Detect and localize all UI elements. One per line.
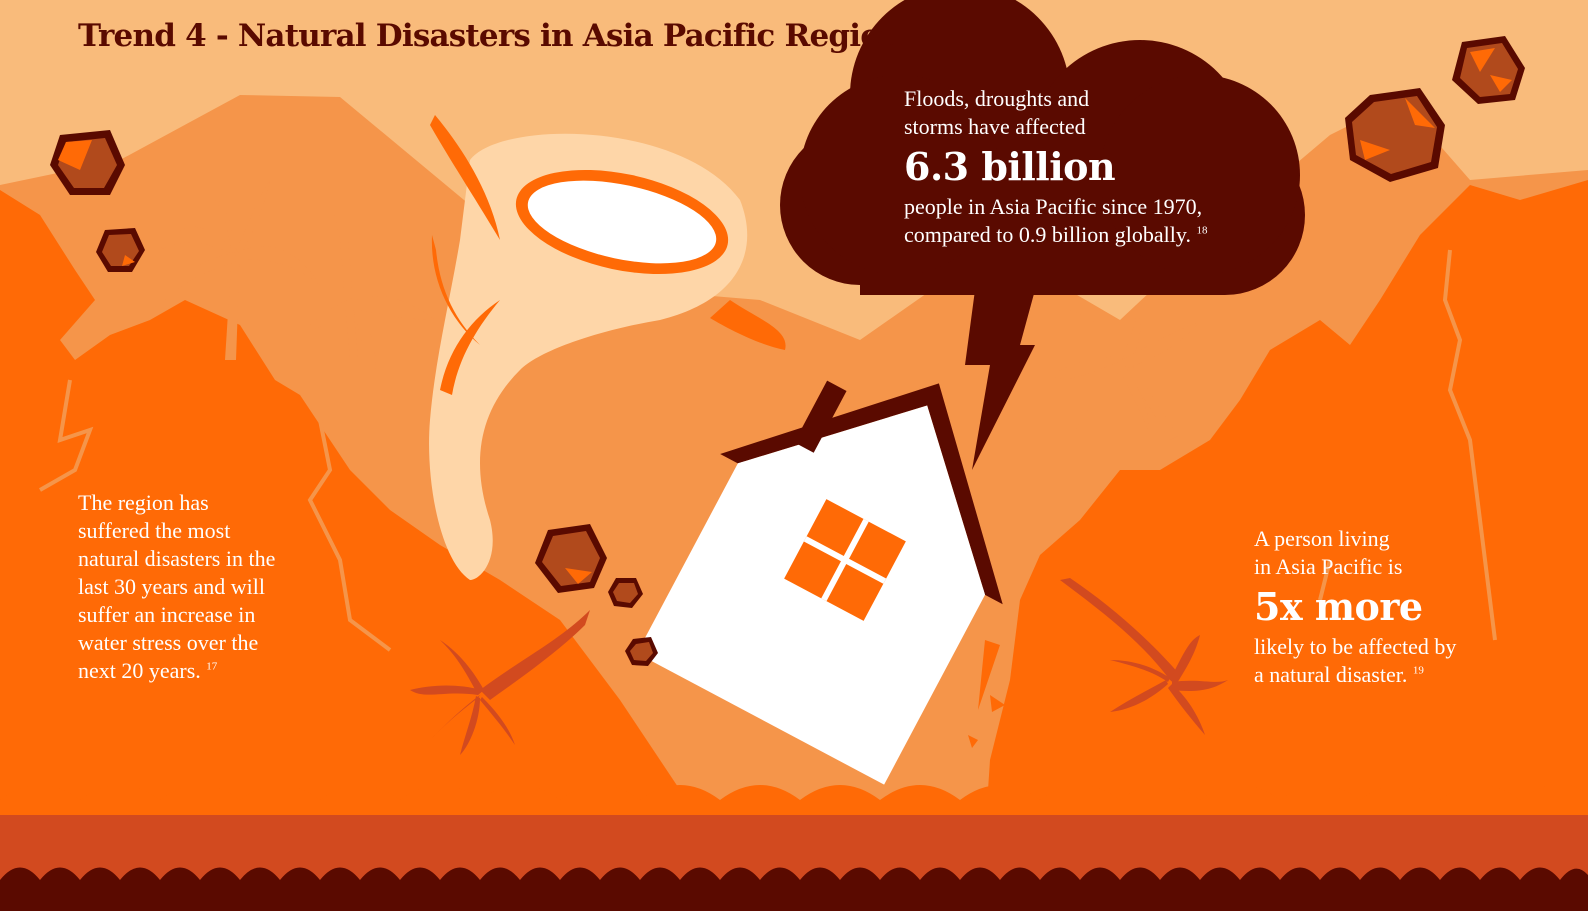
- left-stat-line2: suffered the most: [78, 518, 231, 543]
- right-stat-lead-line2: in Asia Pacific is: [1254, 554, 1403, 579]
- left-stat-line3: natural disasters in the: [78, 546, 276, 571]
- cloud-stat-tail-line2-wrap: compared to 0.9 billion globally. 18: [904, 221, 1207, 249]
- front-cliff-right-crack: [1318, 249, 1497, 641]
- cloud-stat: Floods, droughts and storms have affecte…: [904, 85, 1207, 249]
- left-stat-line5: suffer an increase in: [78, 602, 256, 627]
- palm-tree-icon: [160, 180, 435, 375]
- right-stat-tail-line2-wrap: a natural disaster. 19: [1254, 661, 1456, 689]
- palm-tree-icon: [410, 610, 590, 755]
- right-stat-tail-line1: likely to be affected by: [1254, 634, 1457, 659]
- lightning-icon: [965, 290, 1035, 470]
- palm-tree-icon: [1060, 578, 1228, 735]
- rock-icon: [50, 130, 125, 195]
- wave-icon: [0, 783, 1588, 911]
- cloud-stat-footnote: 18: [1196, 224, 1208, 237]
- cloud-stat-lead-line2: storms have affected: [904, 114, 1086, 139]
- front-cliff-left-crack: [39, 379, 392, 652]
- tornado-icon: [429, 115, 786, 580]
- cloud-stat-figure: 6.3 billion: [904, 144, 1116, 189]
- left-stat-line4: last 30 years and will: [78, 574, 265, 599]
- palm-tree-icon: [1050, 305, 1200, 440]
- right-stat: A person living in Asia Pacific is 5x mo…: [1254, 525, 1456, 689]
- cloud-stat-tail-line1: people in Asia Pacific since 1970,: [904, 194, 1203, 219]
- cloud-stat-lead-line1: Floods, droughts and: [904, 86, 1090, 111]
- left-stat: The region has suffered the most natural…: [78, 489, 275, 685]
- right-stat-figure: 5x more: [1254, 584, 1423, 629]
- right-stat-lead-line1: A person living: [1254, 526, 1390, 551]
- rock-icon: [535, 524, 607, 593]
- left-stat-line7: next 20 years.: [78, 658, 201, 683]
- house-icon: [636, 380, 1003, 785]
- cloud-stat-tail-line2: compared to 0.9 billion globally.: [904, 222, 1191, 247]
- front-cliff-right: [980, 180, 1588, 911]
- storm-cloud-icon: [780, 0, 1305, 295]
- rock-icon: [625, 637, 658, 666]
- left-stat-footnote: 17: [206, 660, 218, 673]
- rock-icon: [608, 578, 643, 608]
- debris-shard: [968, 640, 1005, 748]
- left-stat-line7-wrap: next 20 years. 17: [78, 657, 275, 685]
- left-stat-line6: water stress over the: [78, 630, 259, 655]
- page-title: Trend 4 - Natural Disasters in Asia Paci…: [78, 18, 903, 54]
- right-stat-tail-line2: a natural disaster.: [1254, 662, 1408, 687]
- rock-icon: [96, 228, 145, 272]
- left-stat-line1: The region has: [78, 490, 209, 515]
- rock-icon: [1452, 36, 1525, 104]
- right-stat-footnote: 19: [1412, 664, 1424, 677]
- front-cliff-left: [0, 190, 680, 911]
- rock-icon: [1345, 88, 1445, 182]
